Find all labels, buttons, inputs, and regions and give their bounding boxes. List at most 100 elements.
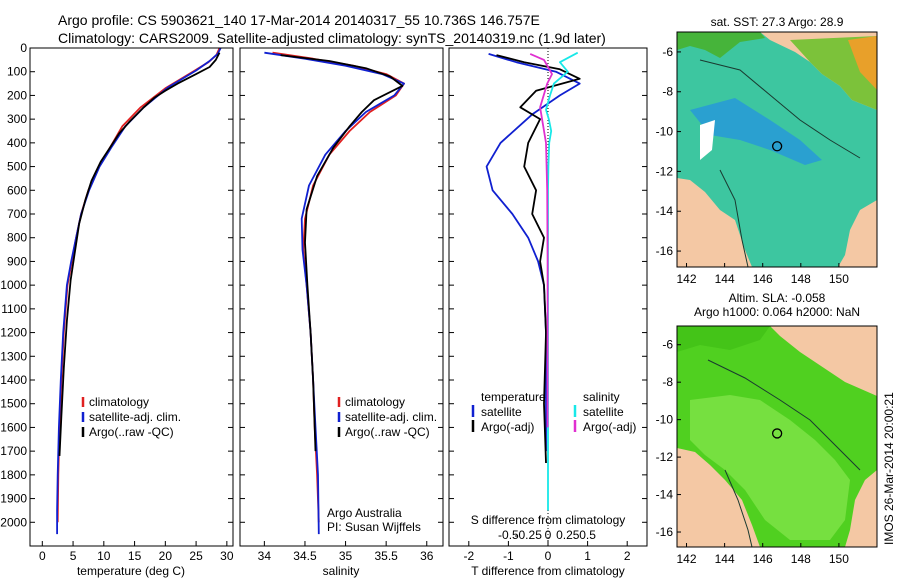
legend-header-temperature: temperature [481,390,546,404]
cool-patch [690,98,822,165]
y-tick-label: -6 [662,45,673,59]
legend-label-argo: Argo(..raw -QC) [345,425,430,439]
x-tick-label: 142 [677,272,697,286]
sea-area-north [677,32,765,58]
series-line-satellite-adj-clim- [56,47,222,535]
legend-label-argo: Argo(..raw -QC) [89,425,174,439]
s-tick-label: 0.25 [556,528,580,542]
bathymetry-contour [707,359,861,471]
legend-label-s-argo: Argo(-adj) [583,420,636,434]
x-tick-label: 0 [545,549,552,563]
y-tick-label: 1600 [0,420,27,434]
header-line-2: Climatology: CARS2009. Satellite-adjuste… [58,30,606,46]
missing-data-patch [700,120,715,160]
y-tick-label: -10 [656,413,674,427]
sst-map-frame [676,31,878,268]
annotation-argo-australia: Argo Australia [327,506,402,520]
y-tick-label: -6 [662,338,673,352]
bathymetry-contour [719,169,749,267]
x-tick-label: 148 [791,552,811,566]
temperature-panel: 0 5 10 15 20 25 300100200300400500600700800900… [0,41,234,578]
salinity-legend: climatology satellite-adj. clim. Argo(..… [337,395,437,439]
x-tick-label: 34.5 [293,549,317,563]
legend-label-t-argo: Argo(-adj) [481,420,534,434]
sst-map-panel: sat. SST: 27.3 Argo: 28.9 142 144 146 148 15… [656,15,878,286]
y-tick-label: 900 [7,254,27,268]
header-line-1: Argo profile: CS 5903621_140 17-Mar-2014… [58,12,540,28]
argo-float-marker [771,141,783,152]
y-tick-label: -12 [656,164,674,178]
y-tick-label: 500 [7,160,27,174]
legend-label-t-satellite: satellite [481,405,522,419]
legend-header-salinity: salinity [583,390,620,404]
x-tick-label: 2 [624,549,631,563]
series-line-s-satellite [545,51,579,511]
sla-map-title-2: Argo h1000: 0.064 h2000: NaN [694,305,860,319]
x-tick-label: -2 [463,549,474,563]
x-tick-label: 148 [791,272,811,286]
x-tick-label: 35 [339,549,353,563]
x-tick-label: 142 [677,552,697,566]
x-tick-label: -1 [503,549,514,563]
y-tick-label: 700 [7,207,27,221]
annotation-pi: PI: Susan Wijffels [327,520,421,534]
y-tick-label: 1900 [0,492,27,506]
legend-label-climatology: climatology [89,395,149,409]
x-tick-label: 146 [753,272,773,286]
y-tick-label: 1200 [0,326,27,340]
y-tick-label: -14 [656,204,674,218]
y-tick-label: 0 [20,41,27,55]
y-tick-label: -16 [656,525,674,539]
y-tick-label: 1700 [0,444,27,458]
x-tick-label: 20 [159,549,173,563]
sea-area-north [677,326,770,352]
argo-float-marker [771,428,783,439]
legend-label-s-satellite: satellite [583,405,624,419]
difference-legend: temperature satellite Argo(-adj) salinit… [471,390,636,434]
y-tick-label: 1300 [0,349,27,363]
y-tick-label: 1500 [0,397,27,411]
y-tick-label: 1000 [0,278,27,292]
y-tick-label: -14 [656,488,674,502]
x-tick-label: 144 [715,552,735,566]
y-tick-label: 1100 [1,302,27,316]
legend-label-satellite: satellite-adj. clim. [89,410,181,424]
x-tick-label: 150 [829,552,849,566]
y-tick-label: -10 [656,125,674,139]
x-tick-label: 25 [189,549,203,563]
series-line-climatology [272,51,405,523]
sst-map-title: sat. SST: 27.3 Argo: 28.9 [711,15,844,29]
y-tick-label: 400 [7,136,27,150]
x-tick-label: 30 [220,549,234,563]
y-tick-label: -16 [656,244,674,258]
y-tick-label: 200 [7,88,27,102]
x-tick-label: 10 [97,549,111,563]
imos-timestamp: IMOS 26-Mar-2014 20:00:21 [882,392,896,545]
series-line-s-argo-adj- [529,53,553,428]
salinity-xlabel: salinity [323,564,360,578]
s-tick-label: 0 [545,528,552,542]
y-tick-label: 100 [7,65,27,79]
salinity-axes-frame [239,47,444,547]
sea-area-light [690,395,850,540]
y-tick-label: 300 [7,112,27,126]
series-line-climatology [56,47,221,523]
s-tick-label: 0.5 [579,528,596,542]
sla-map-title-1: Altim. SLA: -0.058 [729,291,826,305]
difference-panel: -2 -1 0 1 2 -0.5-0.25 0 0.25 0.5 S difference fr… [448,47,648,578]
difference-xlabel-temperature: T difference from climatology [471,564,625,578]
x-tick-label: 1 [584,549,591,563]
y-tick-label: -12 [656,450,674,464]
difference-xlabel-salinity: S difference from climatology [471,513,626,527]
y-tick-label: 600 [7,183,27,197]
x-tick-label: 34 [258,549,272,563]
sla-map-frame [676,325,878,548]
bathymetry-contour [699,59,861,159]
s-tick-label: -0.5 [498,528,519,542]
temperature-xlabel: temperature (deg C) [77,564,185,578]
series-line-argo-raw-qc- [280,54,404,452]
salinity-panel: 34 34.5 35 35.5 36 salinity climatology sate… [239,47,444,578]
series-line-satellite-adj-clim- [264,51,405,535]
x-tick-label: 15 [128,549,142,563]
